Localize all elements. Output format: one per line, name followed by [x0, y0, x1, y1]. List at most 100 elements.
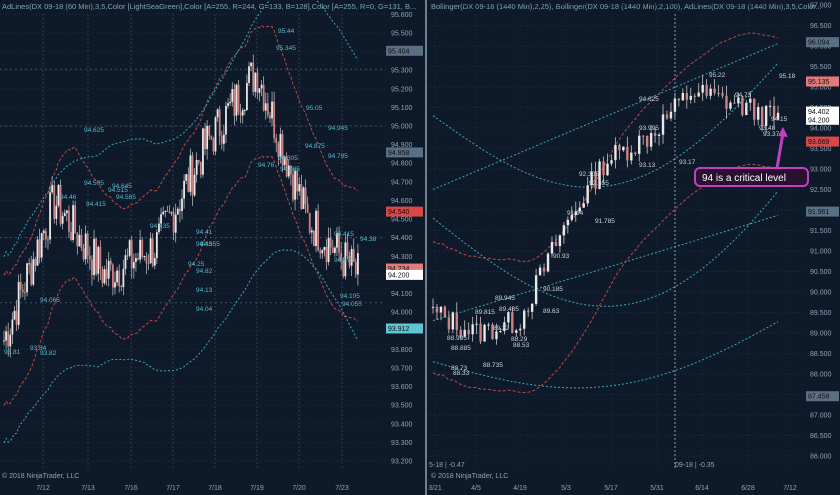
left-candle-body: [315, 210, 317, 246]
right-candle-body: [622, 146, 625, 151]
right-price-label: 96.094: [808, 40, 830, 47]
right-candle-body: [701, 84, 704, 93]
left-swing-annotation: 94.41: [196, 229, 213, 236]
left-candle-body: [44, 230, 47, 240]
left-chart[interactable]: AdLines(DX 09-18 (60 Min),3,5,Color [Lig…: [0, 0, 425, 495]
right-candle-body: [681, 92, 685, 101]
left-y-tick: 93.200: [391, 459, 413, 466]
left-candle-body: [210, 136, 213, 139]
left-swing-annotation: 94.055: [342, 301, 362, 308]
right-x-tick: 6/28: [741, 485, 755, 492]
left-candle-body: [248, 66, 250, 83]
left-candle-body: [19, 281, 22, 290]
left-candle-body: [65, 210, 68, 214]
right-x-tick: 7/12: [783, 485, 797, 492]
right-candle-body: [685, 92, 689, 100]
right-candle-body: [737, 97, 740, 104]
right-candle-body: [614, 144, 617, 161]
right-candle-body: [530, 303, 534, 312]
left-swing-annotation: 94.305: [278, 155, 298, 162]
right-candle-body: [534, 275, 538, 304]
left-candle-body: [218, 109, 221, 136]
right-chart-panel[interactable]: Bollinger(DX 09-18 (1440 Min),2,25), Bol…: [427, 0, 840, 495]
right-price-label: 94.200: [808, 117, 830, 124]
right-candle-body: [590, 171, 593, 186]
right-price-label-box: [806, 76, 839, 87]
right-candle-body: [554, 241, 558, 247]
left-candle-body: [336, 232, 338, 248]
right-candle-body: [582, 203, 585, 208]
right-swing-annotation: 90.93: [553, 253, 570, 260]
right-candle-body: [764, 105, 768, 126]
left-candle-body: [310, 230, 313, 233]
left-price-label: 94.200: [388, 272, 410, 279]
left-candle-body: [128, 240, 131, 256]
left-candle-body: [74, 205, 77, 234]
left-swing-annotation: 94.25: [188, 261, 205, 268]
right-candle-body: [749, 98, 752, 103]
left-candle-body: [51, 185, 54, 193]
left-y-tick: 94.400: [391, 235, 413, 242]
left-y-tick: 93.700: [391, 365, 413, 372]
right-candle-body: [558, 235, 562, 247]
left-swing-annotation: 95.05: [306, 105, 323, 112]
right-candle-body: [653, 133, 657, 136]
right-swing-annotation: 92.305: [579, 171, 599, 178]
left-swing-annotation: 94.875: [305, 143, 325, 150]
left-candle-body: [287, 165, 290, 177]
left-candle-body: [271, 101, 273, 119]
left-candle-body: [340, 252, 343, 261]
left-candle-body: [151, 238, 154, 266]
right-candle-body: [566, 219, 570, 226]
right-y-tick: 88.500: [810, 351, 832, 358]
right-candle-body: [630, 152, 633, 161]
right-candle-body: [467, 329, 470, 335]
right-candle-body: [709, 88, 712, 96]
right-chart[interactable]: Bollinger(DX 09-18 (1440 Min),2,25), Bol…: [427, 0, 840, 495]
left-candle-body: [306, 203, 309, 213]
left-candle-body: [26, 263, 28, 293]
right-price-label: 94.402: [808, 109, 830, 116]
left-candle-body: [281, 133, 284, 166]
left-candle-body: [187, 174, 190, 192]
left-candle-body: [53, 185, 56, 219]
right-swing-annotation: 90.185: [543, 286, 563, 293]
left-candle-body: [158, 223, 160, 233]
left-candle-body: [17, 281, 20, 325]
right-indicator-right: 09-18 | -0.35: [675, 462, 715, 469]
left-candle-body: [304, 187, 307, 204]
right-y-tick: 96.500: [810, 23, 832, 30]
left-candle-body: [275, 138, 278, 144]
right-candle-body: [717, 92, 720, 94]
right-candle-body: [526, 310, 530, 312]
right-candle-body: [594, 171, 597, 189]
panel-divider[interactable]: [425, 0, 427, 495]
left-candle-body: [300, 184, 303, 209]
right-indicator-header: Bollinger(DX 09-18 (1440 Min),2,25), Bol…: [431, 2, 822, 11]
left-candle-body: [59, 184, 62, 224]
left-candle-body: [116, 270, 118, 283]
left-swing-annotation: 95.44: [278, 28, 295, 35]
right-candle-body: [523, 310, 526, 329]
left-candle-body: [354, 261, 357, 275]
left-candle-body: [176, 208, 179, 215]
left-x-tick: 7/18: [208, 485, 222, 492]
left-indicator-header: AdLines(DX 09-18 (60 Min),3,5,Color [Lig…: [2, 2, 416, 11]
left-price-label-box: [386, 206, 423, 217]
right-swing-annotation: 89.815: [475, 309, 495, 316]
right-candle-body: [503, 322, 506, 332]
left-chart-panel[interactable]: AdLines(DX 09-18 (60 Min),3,5,Color [Lig…: [0, 0, 425, 495]
right-candle-body: [499, 331, 502, 333]
right-candle-body: [697, 92, 700, 97]
left-swing-annotation: 95.345: [276, 45, 296, 52]
right-candle-body: [578, 207, 581, 212]
callout-text: 94 is a critical level: [702, 173, 786, 184]
left-candle-body: [338, 232, 340, 253]
left-candle-body: [181, 198, 183, 212]
left-candle-body: [243, 110, 246, 112]
left-price-label: 94.234: [388, 266, 410, 273]
critical-level-callout[interactable]: 94 is a critical level: [694, 127, 809, 187]
left-candle-body: [212, 138, 215, 152]
right-swing-annotation: 94.625: [639, 96, 659, 103]
